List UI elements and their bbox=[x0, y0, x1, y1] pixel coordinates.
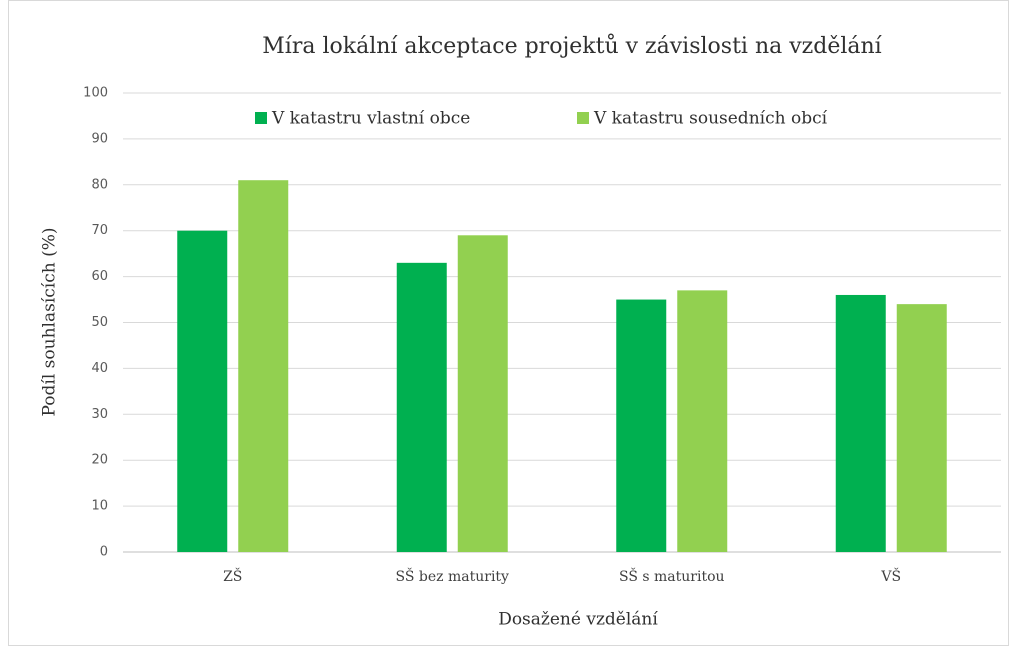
bar bbox=[238, 180, 289, 552]
y-tick-label: 30 bbox=[91, 407, 108, 422]
chart-title: Míra lokální akceptace projektů v závisl… bbox=[262, 32, 882, 59]
x-tick-label: ZŠ bbox=[223, 567, 242, 585]
x-tick-label: SŠ bez maturity bbox=[396, 567, 510, 585]
y-tick-label: 80 bbox=[91, 177, 108, 192]
x-axis-title: Dosažené vzdělání bbox=[498, 610, 658, 630]
y-tick-label: 100 bbox=[83, 86, 108, 101]
legend-label: V katastru vlastní obce bbox=[271, 109, 470, 129]
y-axis-title: Podíl souhlasících (%) bbox=[40, 228, 60, 417]
y-tick-label: 40 bbox=[91, 361, 108, 376]
y-tick-label: 20 bbox=[91, 453, 108, 468]
bar bbox=[896, 304, 947, 552]
x-tick-label: SŠ s maturitou bbox=[619, 567, 725, 585]
legend-swatch bbox=[577, 112, 589, 124]
y-tick-label: 0 bbox=[100, 545, 108, 560]
bar bbox=[177, 230, 228, 552]
legend-swatch bbox=[255, 112, 267, 124]
bar bbox=[835, 294, 886, 552]
bar bbox=[677, 290, 728, 552]
bar bbox=[616, 299, 667, 552]
legend-label: V katastru sousedních obcí bbox=[593, 109, 828, 129]
y-tick-label: 90 bbox=[91, 131, 108, 146]
x-tick-label: VŠ bbox=[880, 567, 901, 585]
bar bbox=[457, 235, 508, 553]
bar bbox=[396, 262, 447, 552]
y-tick-label: 70 bbox=[91, 223, 108, 238]
y-tick-label: 10 bbox=[91, 499, 108, 514]
y-tick-label: 50 bbox=[91, 315, 108, 330]
y-tick-label: 60 bbox=[91, 269, 108, 284]
